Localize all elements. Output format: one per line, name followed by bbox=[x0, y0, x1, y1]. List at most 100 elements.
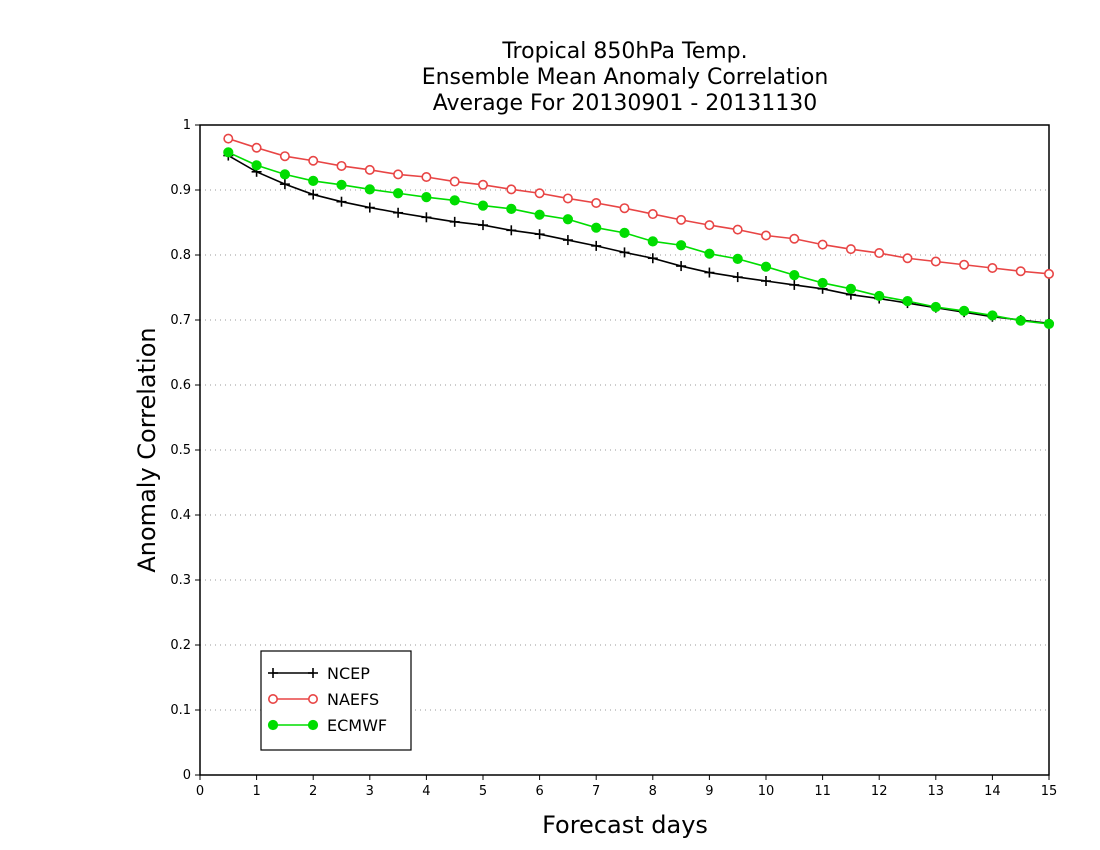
data-point-ecmwf bbox=[987, 310, 998, 321]
data-point-naefs bbox=[591, 198, 602, 209]
data-point-naefs bbox=[647, 209, 658, 220]
data-point-ncep bbox=[421, 212, 432, 223]
data-series bbox=[223, 133, 1055, 329]
legend-marker-ncep bbox=[308, 668, 318, 678]
y-tick-label: 0.3 bbox=[170, 573, 191, 588]
x-tick-label: 10 bbox=[758, 784, 775, 799]
x-tick-label: 9 bbox=[705, 784, 713, 799]
x-tick-label: 7 bbox=[592, 784, 600, 799]
data-point-ecmwf bbox=[959, 305, 970, 316]
data-point-naefs bbox=[477, 179, 488, 190]
data-point-naefs bbox=[449, 176, 460, 187]
x-tick-label: 12 bbox=[871, 784, 888, 799]
data-point-ecmwf bbox=[789, 270, 800, 281]
data-point-naefs bbox=[279, 151, 290, 162]
data-point-ncep bbox=[506, 225, 517, 236]
data-point-ecmwf bbox=[845, 283, 857, 294]
legend-marker-ecmwf bbox=[267, 719, 279, 731]
x-tick-label: 6 bbox=[535, 784, 543, 799]
data-point-ecmwf bbox=[421, 192, 432, 203]
x-tick-label: 0 bbox=[196, 784, 204, 799]
data-point-ecmwf bbox=[279, 169, 290, 180]
y-tick-label: 0.9 bbox=[170, 183, 191, 198]
data-point-ncep bbox=[364, 202, 375, 213]
data-point-naefs bbox=[930, 256, 941, 267]
data-point-naefs bbox=[732, 224, 743, 235]
data-point-ecmwf bbox=[1043, 318, 1055, 329]
data-point-naefs bbox=[1044, 268, 1055, 279]
x-tick-label: 11 bbox=[814, 784, 831, 799]
legend-item-ncep: NCEP bbox=[268, 664, 370, 683]
y-tick-label: 0.5 bbox=[170, 443, 191, 458]
data-point-naefs bbox=[393, 169, 404, 180]
x-tick-label: 1 bbox=[252, 784, 260, 799]
data-point-ecmwf bbox=[591, 222, 602, 233]
legend-marker-naefs bbox=[307, 693, 318, 704]
series-naefs bbox=[223, 133, 1055, 279]
x-tick-label: 3 bbox=[366, 784, 374, 799]
data-point-ncep bbox=[336, 196, 347, 207]
legend-box bbox=[260, 650, 412, 751]
data-point-ecmwf bbox=[732, 253, 743, 264]
y-tick-label: 0.2 bbox=[170, 638, 191, 653]
chart-title: Tropical 850hPa Temp. Ensemble Mean Anom… bbox=[422, 39, 829, 116]
chart-title-line-3: Average For 20130901 - 20131130 bbox=[433, 91, 818, 116]
data-point-ecmwf bbox=[336, 179, 347, 190]
y-tick-label: 0.8 bbox=[170, 248, 191, 263]
data-point-ecmwf bbox=[477, 200, 489, 211]
data-point-naefs bbox=[789, 233, 800, 244]
y-axis-label: Anomaly Correlation bbox=[133, 327, 161, 572]
legend-label-ncep: NCEP bbox=[327, 664, 370, 683]
data-point-ncep bbox=[562, 235, 573, 246]
data-point-ecmwf bbox=[902, 296, 913, 307]
data-point-ecmwf bbox=[1015, 315, 1026, 326]
data-point-ncep bbox=[619, 247, 630, 258]
data-point-naefs bbox=[760, 230, 771, 241]
legend-marker-naefs bbox=[267, 693, 278, 704]
data-point-ecmwf bbox=[647, 236, 658, 247]
data-point-ecmwf bbox=[506, 203, 517, 214]
data-point-naefs bbox=[704, 220, 715, 231]
legend-marker-ncep bbox=[268, 668, 278, 678]
y-tick-label: 0.6 bbox=[170, 378, 191, 393]
y-tick-label: 0.7 bbox=[170, 313, 191, 328]
data-point-naefs bbox=[506, 184, 517, 195]
data-point-ncep bbox=[449, 216, 460, 227]
data-point-ecmwf bbox=[534, 209, 545, 220]
data-point-ecmwf bbox=[449, 195, 460, 206]
x-tick-label: 5 bbox=[479, 784, 487, 799]
legend-item-ecmwf: ECMWF bbox=[267, 716, 387, 735]
data-point-ecmwf bbox=[704, 248, 715, 259]
legend-label-ecmwf: ECMWF bbox=[327, 716, 387, 735]
axes: 00.10.20.30.40.50.60.70.80.910 1 2 3 4 5 6 7 8 9 1… bbox=[170, 118, 1057, 799]
x-tick-label: 8 bbox=[649, 784, 657, 799]
data-point-naefs bbox=[364, 164, 375, 175]
x-tick-label: 13 bbox=[928, 784, 945, 799]
data-point-ecmwf bbox=[393, 188, 404, 199]
data-point-ncep bbox=[732, 272, 743, 283]
data-point-ncep bbox=[789, 279, 800, 290]
chart-title-line-1: Tropical 850hPa Temp. bbox=[501, 39, 747, 64]
data-point-naefs bbox=[959, 259, 970, 270]
x-tick-label: 14 bbox=[984, 784, 1001, 799]
data-point-ecmwf bbox=[223, 147, 234, 158]
data-point-naefs bbox=[421, 172, 432, 183]
data-point-ncep bbox=[279, 179, 290, 190]
data-point-naefs bbox=[874, 248, 885, 259]
y-tick-label: 0.4 bbox=[170, 508, 191, 523]
legend-marker-ecmwf bbox=[307, 719, 319, 731]
series-line-naefs bbox=[228, 137, 1050, 275]
series-line-ecmwf bbox=[227, 151, 1050, 325]
legend: NCEP NAEFS ECMWF bbox=[260, 650, 412, 751]
x-tick-label: 15 bbox=[1041, 784, 1058, 799]
data-point-ncep bbox=[676, 261, 687, 272]
data-point-naefs bbox=[1015, 266, 1026, 277]
data-point-ecmwf bbox=[676, 240, 687, 251]
data-point-ncep bbox=[591, 240, 602, 251]
data-point-naefs bbox=[987, 262, 998, 273]
legend-item-naefs: NAEFS bbox=[267, 690, 379, 709]
y-tick-label: 1 bbox=[183, 118, 191, 133]
data-point-naefs bbox=[845, 244, 856, 255]
data-point-ncep bbox=[647, 253, 658, 264]
